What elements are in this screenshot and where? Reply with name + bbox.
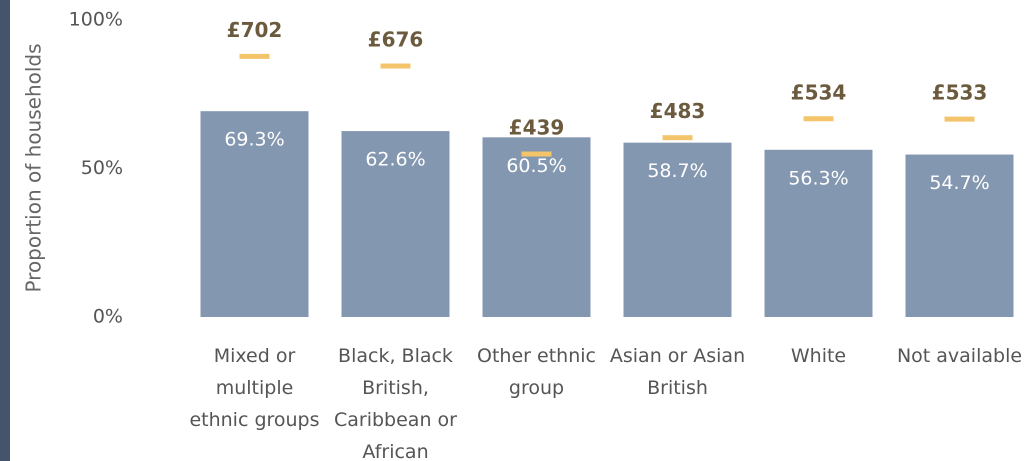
bar <box>200 111 309 317</box>
bar <box>764 149 873 317</box>
x-tick-label: Black, Black British, Caribbean or Afric… <box>334 345 457 461</box>
marker <box>662 135 693 141</box>
value-label: 69.3% <box>224 129 284 151</box>
marker <box>380 63 411 69</box>
value-label: £533 <box>932 81 988 105</box>
value-label: 54.7% <box>929 172 989 194</box>
x-tick-label: Asian or Asian British <box>609 345 746 399</box>
bar <box>905 154 1014 317</box>
side-strip <box>0 0 10 461</box>
bar <box>623 142 732 317</box>
bar <box>341 131 450 317</box>
value-label: 60.5% <box>506 155 566 177</box>
y-tick-label: 0% <box>93 306 123 328</box>
value-label: 62.6% <box>365 149 425 171</box>
x-tick-label: White <box>790 345 847 367</box>
value-label: 58.7% <box>647 160 707 182</box>
value-label: £483 <box>650 99 706 123</box>
marker <box>239 53 270 59</box>
marker <box>944 116 975 122</box>
x-tick-label: Not available <box>896 345 1023 367</box>
y-axis-label: Proportion of households <box>22 43 46 292</box>
y-tick-label: 100% <box>69 9 123 31</box>
value-label: £702 <box>227 18 283 42</box>
y-tick-label: 50% <box>81 157 123 179</box>
value-label: £676 <box>368 28 424 52</box>
bar <box>482 137 591 317</box>
value-label: 56.3% <box>788 167 848 189</box>
x-tick-label: Mixed or multiple ethnic groups <box>189 345 320 431</box>
marker <box>521 151 552 157</box>
value-label: £439 <box>509 116 565 140</box>
x-tick-label: Other ethnic group <box>477 345 596 399</box>
marker <box>803 116 834 122</box>
value-label: £534 <box>791 80 847 104</box>
